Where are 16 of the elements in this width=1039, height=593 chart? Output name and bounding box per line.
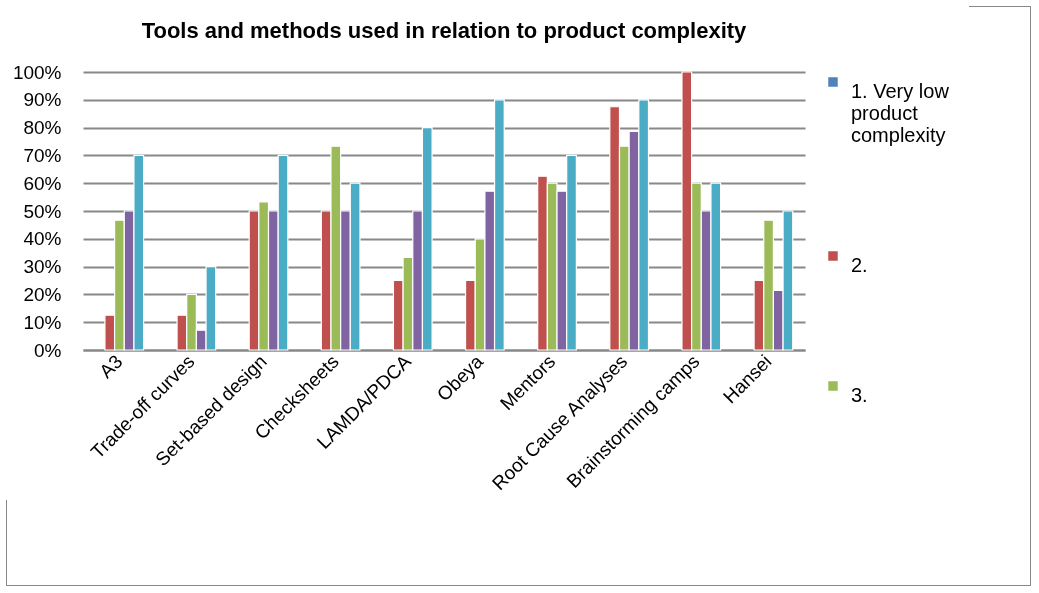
y-tick-label: 0% xyxy=(34,339,62,361)
y-tick-label: 90% xyxy=(23,89,62,111)
y-tick-label: 20% xyxy=(23,283,62,305)
y-tick-label: 40% xyxy=(23,228,62,250)
y-tick-label: 50% xyxy=(23,200,62,222)
y-tick-label: 80% xyxy=(23,117,62,139)
legend-label: 1. Very low product complexity xyxy=(851,80,950,146)
y-tick-label: 70% xyxy=(23,144,62,166)
y-tick-label: 30% xyxy=(23,256,62,278)
y-tick-label: 10% xyxy=(23,311,62,333)
x-tick-label: A3 xyxy=(95,350,127,383)
legend-label: 3. xyxy=(851,384,868,406)
chart-title: Tools and methods used in relation to product complexity xyxy=(141,18,748,43)
y-tick-label: 60% xyxy=(23,172,62,194)
y-tick-label: 100% xyxy=(12,61,62,83)
legend-label: 2. xyxy=(851,254,868,276)
